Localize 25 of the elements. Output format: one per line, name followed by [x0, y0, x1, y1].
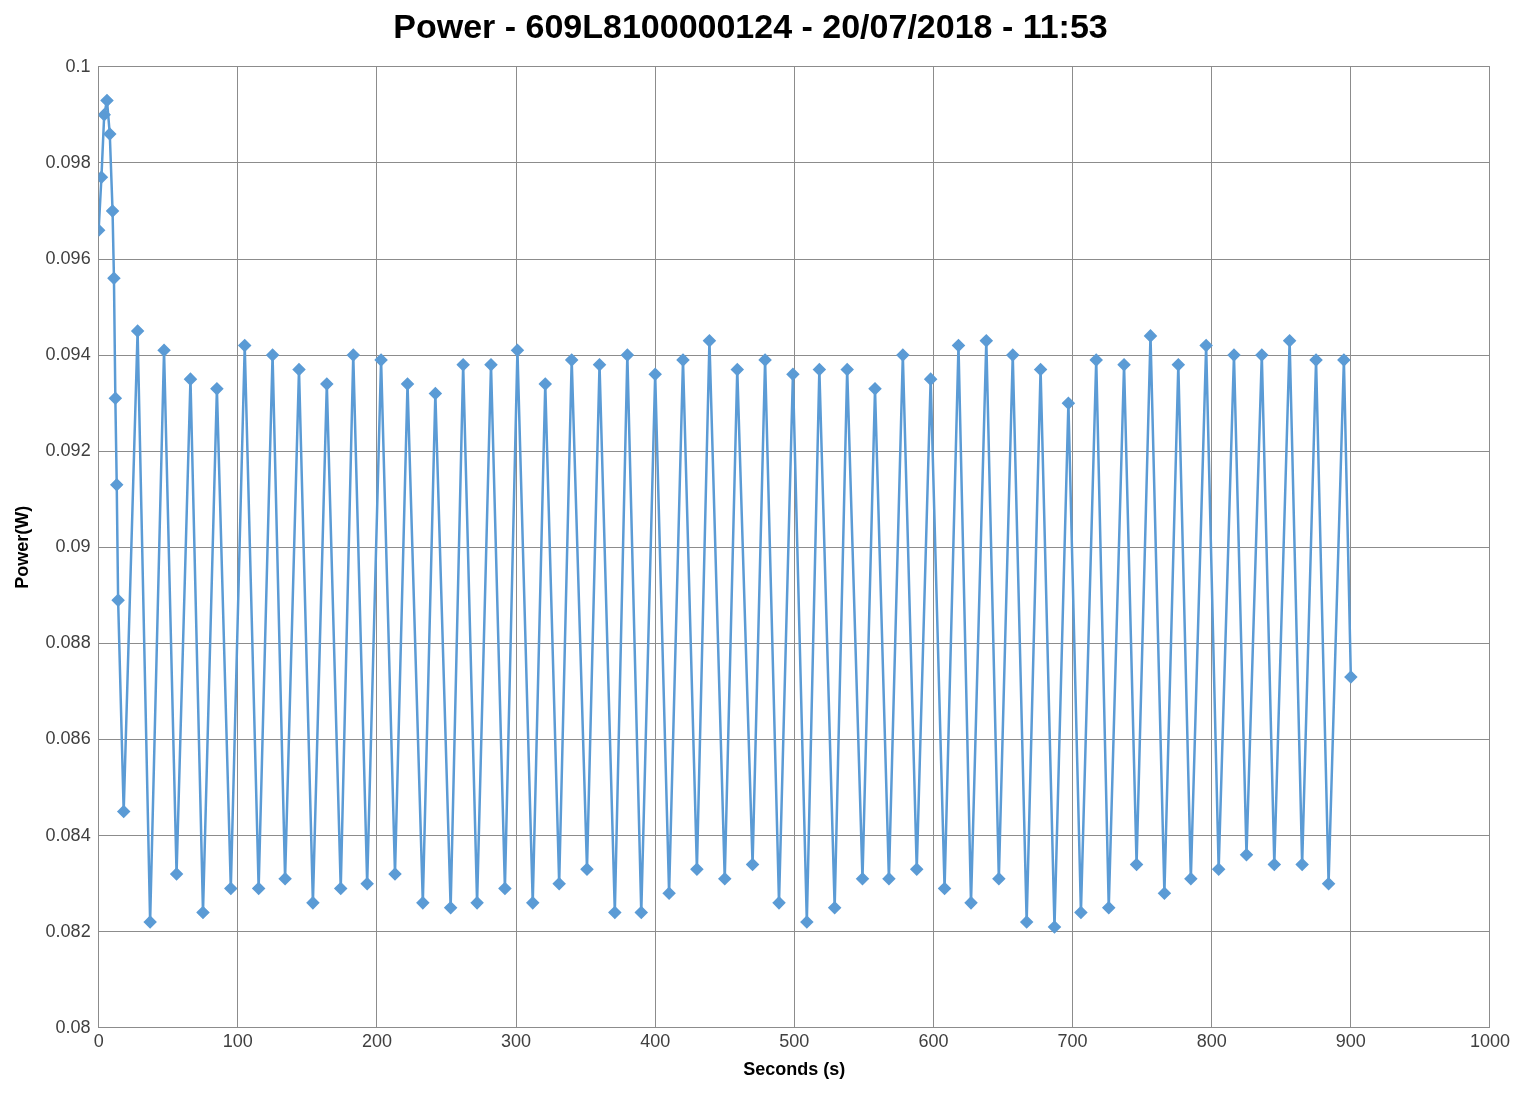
y-tick-label: 0.094 — [45, 344, 91, 365]
x-tick-label: 500 — [779, 1030, 810, 1051]
y-tick-label: 0.1 — [65, 55, 91, 76]
y-tick-label: 0.09 — [55, 536, 91, 557]
x-tick-label: 300 — [501, 1030, 532, 1051]
x-axis-title: Seconds (s) — [743, 1059, 846, 1080]
y-axis-title: Power(W) — [11, 505, 32, 589]
x-tick-label: 900 — [1335, 1030, 1366, 1051]
y-tick-label: 0.098 — [45, 151, 91, 172]
y-tick-label: 0.086 — [45, 728, 91, 749]
y-tick-label: 0.084 — [45, 824, 91, 845]
x-tick-label: 600 — [918, 1030, 949, 1051]
x-tick-label: 200 — [361, 1030, 392, 1051]
y-tick-label: 0.088 — [45, 632, 91, 653]
y-tick-label: 0.092 — [45, 440, 91, 461]
y-tick-label: 0.096 — [45, 247, 91, 268]
x-tick-label: 800 — [1196, 1030, 1227, 1051]
x-tick-label: 700 — [1057, 1030, 1088, 1051]
y-tick-label: 0.08 — [55, 1016, 91, 1037]
x-tick-label: 100 — [222, 1030, 253, 1051]
x-tick-label: 1000 — [1469, 1030, 1510, 1051]
x-tick-label: 0 — [93, 1030, 104, 1051]
x-tick-label: 400 — [640, 1030, 671, 1051]
chart-title: Power - 609L8100000124 - 20/07/2018 - 11:53 — [393, 6, 1108, 45]
y-tick-label: 0.082 — [45, 920, 91, 941]
